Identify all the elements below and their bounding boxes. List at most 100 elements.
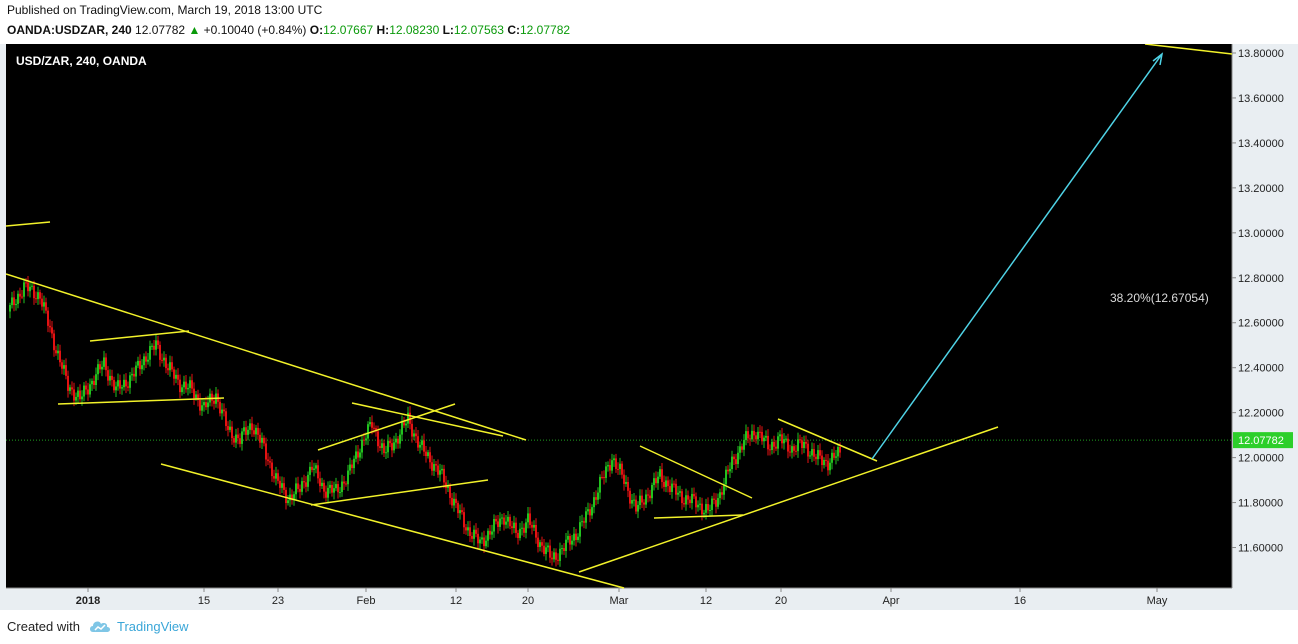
price-tick-label: 12.40000 xyxy=(1238,363,1284,375)
candle-body xyxy=(723,484,725,495)
candle-body xyxy=(17,293,19,304)
candle-body xyxy=(603,477,605,479)
candle-body xyxy=(541,542,543,546)
candle-body xyxy=(75,396,77,401)
candle-body xyxy=(137,360,139,366)
candle-body xyxy=(595,497,597,500)
candle-body xyxy=(425,451,427,457)
candle-body xyxy=(281,483,283,488)
candle-body xyxy=(127,386,129,388)
candle-body xyxy=(741,446,743,450)
trendline[interactable] xyxy=(310,479,489,506)
projection-arrow-line[interactable] xyxy=(871,53,1163,460)
candle-body xyxy=(313,468,315,470)
candle-body xyxy=(279,480,281,488)
candle-body xyxy=(45,302,47,311)
candle-body xyxy=(359,452,361,458)
candle-body xyxy=(275,473,277,479)
trendline[interactable] xyxy=(777,418,878,462)
candle-body xyxy=(227,426,229,430)
candle-body xyxy=(35,298,37,300)
candle-body xyxy=(793,446,795,451)
candle-body xyxy=(535,524,537,538)
candle-body xyxy=(763,437,765,442)
candle-body xyxy=(225,411,227,427)
candle-body xyxy=(125,379,127,387)
candle-body xyxy=(379,446,381,448)
candle-body xyxy=(487,530,489,541)
candle-body xyxy=(799,439,801,441)
trendline[interactable] xyxy=(5,273,527,441)
candle-body xyxy=(141,365,143,370)
candle-body xyxy=(575,533,577,541)
candle-body xyxy=(143,356,145,366)
trendline[interactable] xyxy=(578,426,999,573)
trendline[interactable] xyxy=(351,402,504,437)
candles xyxy=(9,275,841,567)
time-axis[interactable]: 2018 15 23 Feb 12 20 Mar 12 20 Apr 16 May xyxy=(76,588,1168,607)
trendline[interactable] xyxy=(89,330,190,342)
candle-body xyxy=(95,374,97,385)
candle-body xyxy=(239,438,241,444)
candle-body xyxy=(589,509,591,516)
candle-body xyxy=(821,455,823,466)
tradingview-link[interactable]: TradingView xyxy=(117,619,189,634)
time-tick-label: 12 xyxy=(450,595,462,607)
candle-body xyxy=(607,465,609,467)
candle-body xyxy=(659,469,661,477)
plot-background xyxy=(6,44,1232,588)
last-price-tag-label: 12.07782 xyxy=(1238,435,1284,447)
candle-body xyxy=(19,293,21,297)
candle-body xyxy=(341,481,343,493)
candle-body xyxy=(707,504,709,511)
candle-body xyxy=(295,483,297,495)
price-tick-label: 12.20000 xyxy=(1238,408,1284,420)
chart-header: Published on TradingView.com, March 19, … xyxy=(0,0,1298,44)
trendlines[interactable] xyxy=(5,43,1233,589)
candle-body xyxy=(99,364,101,370)
trendline[interactable] xyxy=(160,463,625,589)
candle-body xyxy=(463,512,465,528)
candle-body xyxy=(83,385,85,397)
candle-body xyxy=(423,440,425,452)
candle-body xyxy=(77,390,79,397)
close-label: C: xyxy=(507,23,520,37)
trendline[interactable] xyxy=(653,514,744,519)
price-chart[interactable]: 11.60000 11.80000 12.00000 12.20000 12.40000… xyxy=(5,43,1294,610)
price-tick-label: 13.00000 xyxy=(1238,228,1284,240)
candle-body xyxy=(613,458,615,461)
candle-body xyxy=(155,340,157,350)
candle-body xyxy=(101,366,103,370)
trendline[interactable] xyxy=(317,403,456,451)
candle-body xyxy=(515,522,517,533)
candle-body xyxy=(339,492,341,494)
candle-body xyxy=(123,379,125,388)
candle-body xyxy=(755,435,757,440)
candle-body xyxy=(429,452,431,463)
candle-body xyxy=(801,440,803,449)
candle-body xyxy=(117,380,119,387)
candle-body xyxy=(241,431,243,444)
candle-body xyxy=(691,493,693,504)
candle-body xyxy=(551,557,553,560)
trendline[interactable] xyxy=(5,221,51,227)
projection-arrow[interactable] xyxy=(871,52,1164,460)
candle-body xyxy=(675,483,677,495)
candle-body xyxy=(397,438,399,444)
candle-body xyxy=(661,469,663,482)
candle-body xyxy=(555,552,557,560)
price-axis[interactable]: 11.60000 11.80000 12.00000 12.20000 12.40000… xyxy=(1232,48,1284,555)
trendline[interactable] xyxy=(1144,43,1233,55)
candle-body xyxy=(179,379,181,393)
candle-body xyxy=(237,434,239,439)
candle-body xyxy=(207,402,209,408)
candle-body xyxy=(319,478,321,487)
candle-body xyxy=(493,518,495,532)
candle-body xyxy=(561,548,563,550)
trendline[interactable] xyxy=(57,397,225,405)
candle-body xyxy=(465,527,467,531)
chart-area[interactable]: 11.60000 11.80000 12.00000 12.20000 12.40000… xyxy=(5,43,1294,610)
tradingview-cloud-icon[interactable] xyxy=(88,617,112,635)
candle-body xyxy=(765,435,767,438)
trendline[interactable] xyxy=(639,445,753,499)
